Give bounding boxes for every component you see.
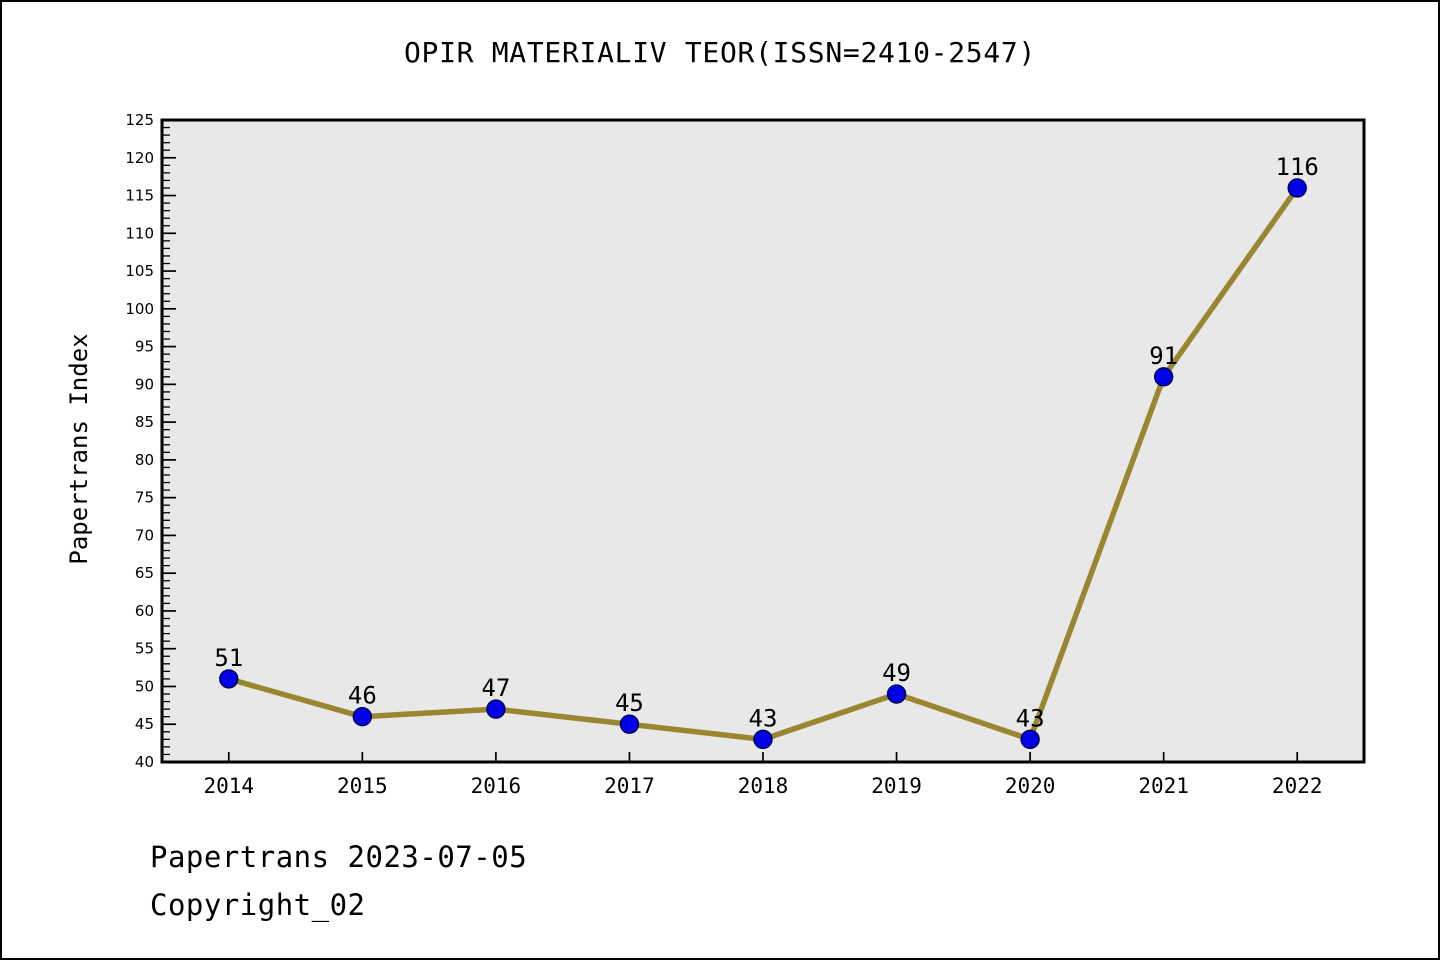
x-tick-label: 2022 xyxy=(1272,774,1323,798)
data-point xyxy=(619,714,640,734)
y-tick-label: 115 xyxy=(125,187,154,205)
data-point-label: 49 xyxy=(882,659,911,687)
y-tick-label: 50 xyxy=(135,677,154,695)
data-point xyxy=(886,684,907,704)
plot-frame xyxy=(160,118,1366,764)
y-tick-label: 40 xyxy=(135,753,154,771)
footer-brand-date: Papertrans 2023-07-05 xyxy=(150,840,528,874)
data-point-label: 45 xyxy=(615,689,644,717)
y-tick-label: 85 xyxy=(135,413,154,431)
y-tick-label: 120 xyxy=(125,149,154,167)
data-point xyxy=(352,706,373,727)
y-tick-label: 65 xyxy=(135,564,154,582)
y-tick-label: 110 xyxy=(125,224,154,242)
y-tick-label: 90 xyxy=(135,375,154,393)
y-tick-label: 100 xyxy=(125,300,154,318)
data-point-label: 43 xyxy=(749,704,778,732)
y-tick-label: 55 xyxy=(135,640,154,658)
y-tick-label: 80 xyxy=(135,451,154,469)
x-tick-label: 2016 xyxy=(471,774,522,798)
data-point xyxy=(753,729,773,750)
chart-title: OPIR MATERIALIV TEOR(ISSN=2410-2547) xyxy=(403,36,1037,69)
x-tick-label: 2017 xyxy=(604,774,655,798)
data-point xyxy=(1287,178,1307,198)
data-point xyxy=(1020,729,1040,750)
x-tick-label: 2019 xyxy=(871,774,922,798)
data-point-label: 116 xyxy=(1276,153,1319,181)
data-point xyxy=(486,699,506,719)
footer-copyright: Copyright_02 xyxy=(150,888,366,922)
x-tick-label: 2014 xyxy=(203,774,254,798)
y-tick-label: 95 xyxy=(135,338,154,356)
x-tick-label: 2015 xyxy=(337,774,388,798)
x-tick-label: 2020 xyxy=(1005,774,1056,798)
data-point-label: 51 xyxy=(214,644,243,672)
x-tick-label: 2018 xyxy=(738,774,789,798)
y-tick-label: 105 xyxy=(125,262,154,280)
data-point-label: 91 xyxy=(1149,342,1178,370)
data-point xyxy=(1153,367,1174,387)
y-tick-label: 60 xyxy=(135,602,154,620)
data-point-label: 43 xyxy=(1016,704,1045,732)
y-tick-label: 75 xyxy=(135,489,154,507)
y-tick-label: 70 xyxy=(135,526,154,544)
y-tick-label: 125 xyxy=(125,111,154,129)
data-point xyxy=(219,669,239,689)
plot-background xyxy=(162,120,1364,762)
data-point-label: 46 xyxy=(348,682,377,710)
y-tick-label: 45 xyxy=(135,715,154,733)
x-tick-label: 2021 xyxy=(1138,774,1189,798)
data-point-label: 47 xyxy=(481,674,510,702)
